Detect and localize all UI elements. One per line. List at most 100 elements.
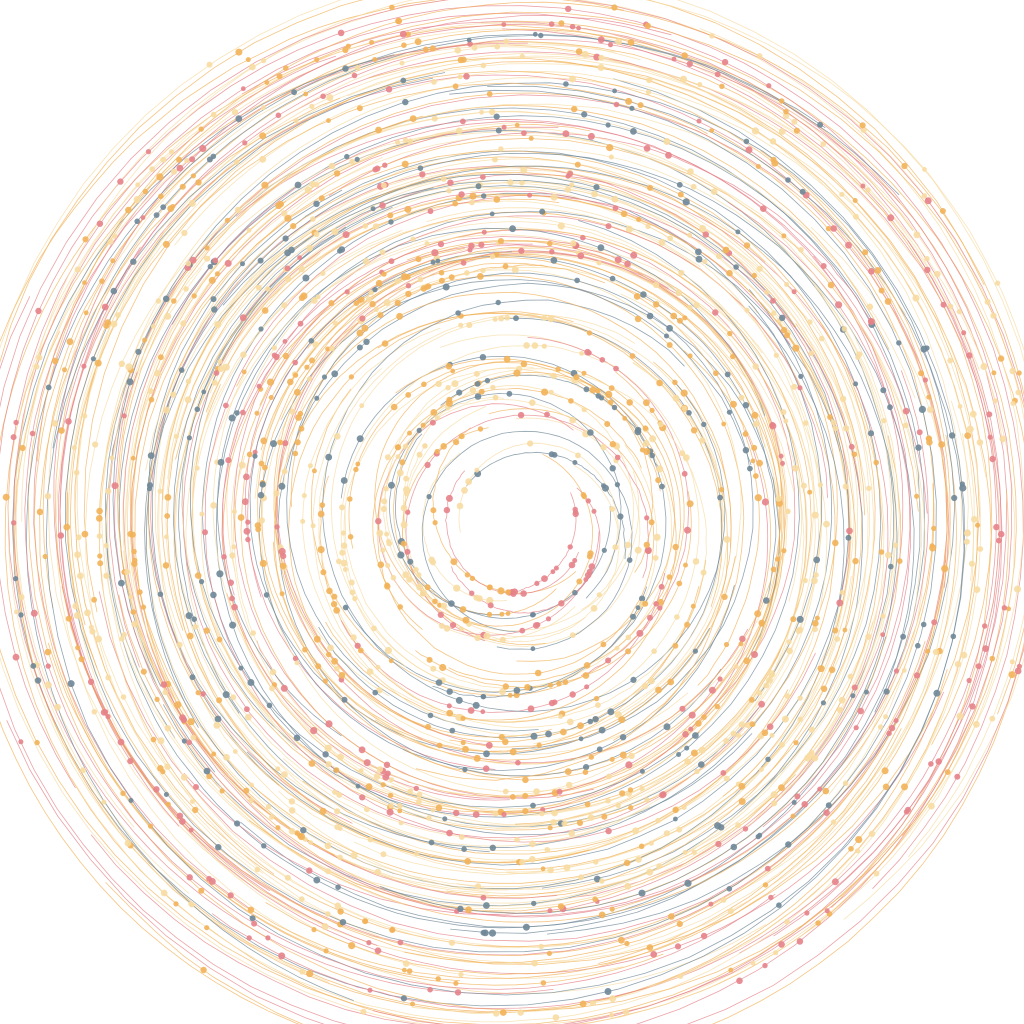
- arc-dot: [363, 338, 370, 345]
- arc-dot: [601, 813, 608, 820]
- arc-dot: [483, 632, 491, 640]
- arc-dot: [370, 206, 376, 212]
- arc-dot: [831, 878, 839, 886]
- arc-dot: [407, 558, 414, 565]
- arc-dot: [216, 570, 224, 578]
- arc-dot: [297, 833, 306, 841]
- arc-dot: [798, 373, 804, 379]
- arc-dot: [723, 247, 729, 253]
- arc-dot: [700, 569, 707, 576]
- arc-dot: [254, 866, 261, 873]
- arc-dot: [778, 128, 786, 135]
- arc-dot: [376, 687, 383, 694]
- arc-dot: [868, 268, 875, 275]
- arc-dot: [200, 966, 207, 974]
- arc-dot: [290, 223, 297, 230]
- arc-line: [410, 566, 557, 616]
- arc-dot: [405, 392, 412, 398]
- arc-dot: [480, 709, 486, 715]
- arc-dot: [677, 973, 684, 979]
- arc-dot: [334, 665, 340, 672]
- arc-dot: [541, 343, 547, 349]
- arc-dot: [509, 748, 517, 756]
- arc-line: [7, 22, 1004, 983]
- arc-line: [175, 200, 701, 847]
- arc-dot: [424, 241, 430, 247]
- arc-dot: [134, 218, 140, 225]
- arc-dot: [656, 465, 664, 473]
- arc-dot: [779, 314, 786, 321]
- arc-dot: [696, 118, 702, 124]
- arc-line: [458, 442, 619, 573]
- arc-dot: [825, 802, 832, 809]
- arc-dot: [643, 399, 650, 407]
- arc-dot: [1008, 671, 1016, 679]
- arc-dot: [684, 758, 691, 765]
- arc-dot: [502, 683, 509, 690]
- arc-dot: [932, 648, 940, 656]
- arc-dot: [811, 754, 819, 762]
- arc-dot: [486, 584, 492, 590]
- arc-line: [337, 207, 823, 826]
- arc-dot: [438, 269, 445, 276]
- arc-dot: [657, 598, 664, 606]
- arc-dot: [460, 740, 466, 746]
- arc-line: [105, 107, 921, 934]
- arc-line: [106, 128, 875, 907]
- arc-line: [286, 272, 754, 749]
- arc-dot: [956, 309, 962, 315]
- arc-dot: [198, 887, 205, 894]
- arc-dot: [655, 477, 662, 484]
- arc-line: [145, 187, 845, 890]
- arc-dot: [354, 642, 361, 649]
- arc-dot: [271, 352, 278, 358]
- arc-dot: [808, 350, 814, 357]
- arc-dot: [74, 551, 81, 559]
- arc-dot: [548, 21, 555, 27]
- arc-dot: [282, 440, 289, 447]
- arc-dot: [541, 575, 548, 582]
- arc-dot: [720, 770, 727, 776]
- arc-dot: [149, 166, 155, 172]
- arc-dot: [431, 249, 439, 257]
- arc-dot: [299, 968, 306, 975]
- arc-dot: [766, 723, 774, 730]
- arc-dot: [415, 256, 422, 263]
- arc-dot: [665, 151, 672, 159]
- arc-dot: [261, 105, 266, 111]
- arc-dot: [164, 534, 169, 540]
- arc-dot: [556, 788, 563, 795]
- arc-dot: [110, 320, 118, 328]
- arc-dot: [486, 596, 494, 605]
- arc-dot: [189, 674, 196, 681]
- arc-dot: [467, 707, 475, 714]
- arc-dot: [628, 805, 634, 811]
- arc-dot: [624, 260, 631, 268]
- arc-dot: [13, 576, 19, 582]
- arc-dot: [548, 682, 554, 688]
- arc-dot: [73, 611, 82, 620]
- arc-dot: [446, 703, 452, 709]
- arc-dot: [465, 478, 473, 485]
- arc-dot: [364, 806, 370, 813]
- arc-dot: [164, 313, 172, 320]
- arc-dot: [709, 128, 714, 133]
- arc-dot: [465, 906, 472, 914]
- arc-line: [415, 491, 692, 688]
- arc-dot: [572, 506, 578, 513]
- arc-line: [222, 247, 781, 813]
- arc-dot: [477, 273, 484, 280]
- arc-dot: [558, 714, 563, 719]
- arc-dot: [163, 792, 169, 797]
- arc-dot: [489, 253, 496, 260]
- arc-dot: [147, 388, 154, 395]
- arc-dot: [229, 552, 236, 559]
- arc-dot: [569, 691, 576, 698]
- arc-dot: [902, 422, 909, 429]
- arc-dot: [479, 354, 487, 361]
- arc-dot: [190, 799, 195, 804]
- arc-dot: [368, 289, 375, 296]
- arc-dot: [577, 252, 585, 260]
- arc-dot: [307, 463, 313, 469]
- arc-dot: [640, 291, 647, 298]
